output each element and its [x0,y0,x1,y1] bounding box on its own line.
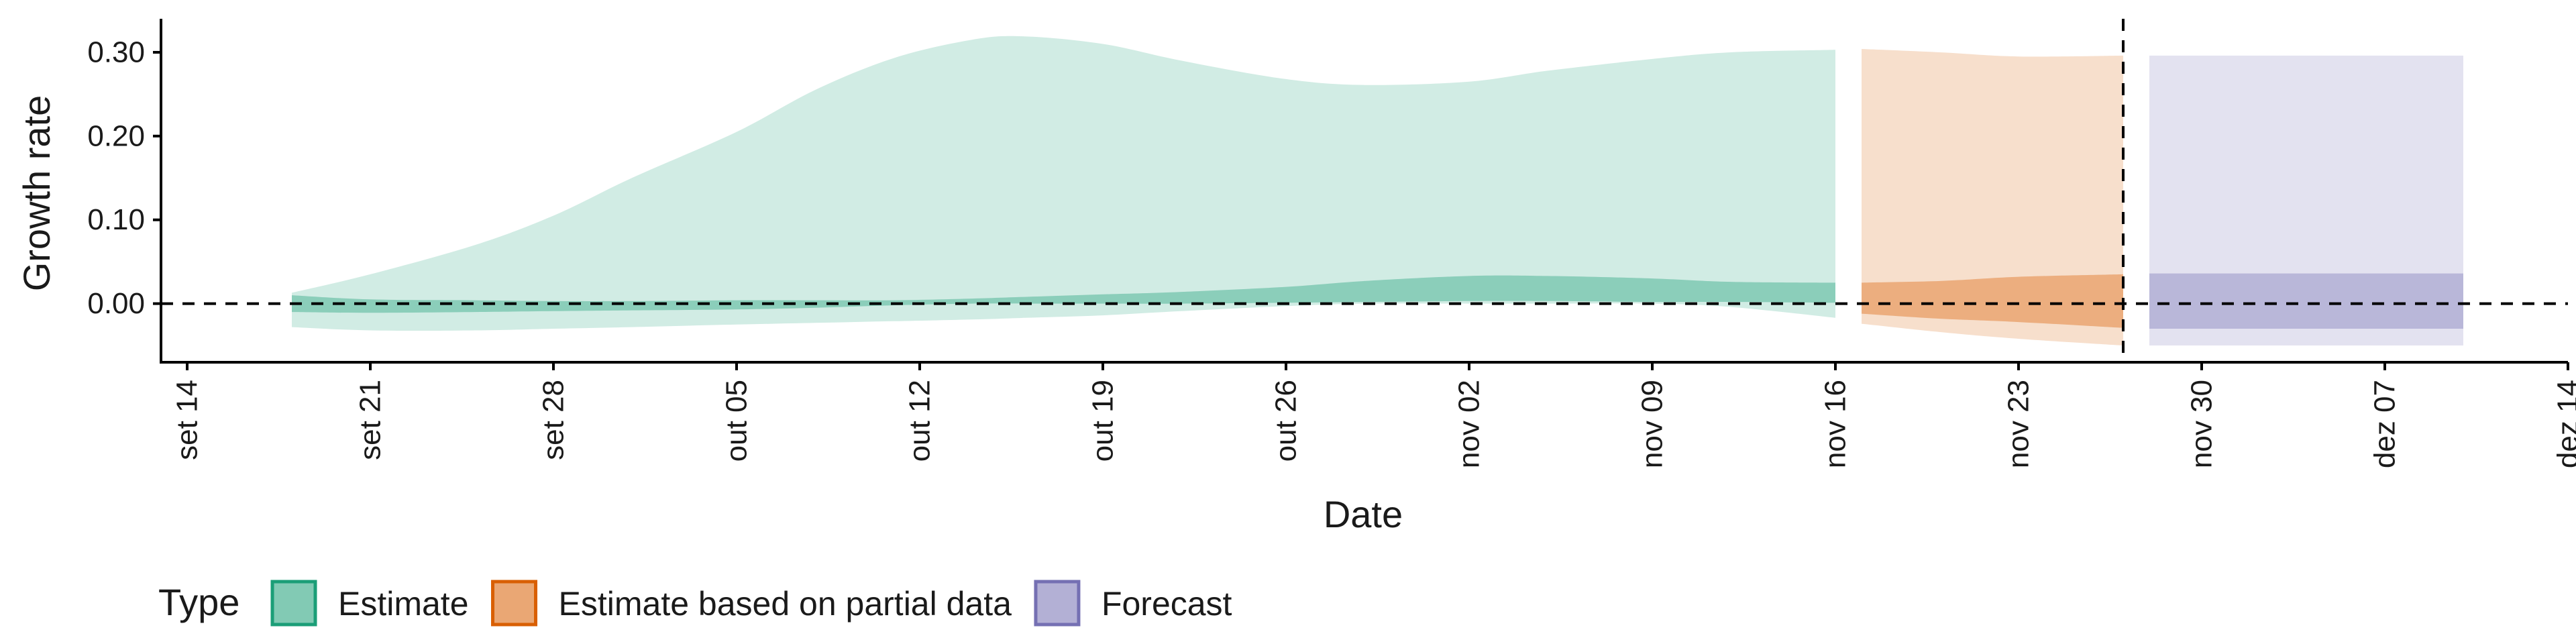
x-tick-label: out 19 [1087,380,1120,462]
legend-title: Type [158,581,239,623]
reference-lines [161,19,2568,362]
legend-items: Estimate Estimate based on partial data Fo… [270,580,1232,627]
x-tick-label: dez 14 [2552,380,2576,468]
y-tick-label: 0.30 [87,36,145,68]
x-tick-label: set 21 [354,380,387,460]
x-tick-label: nov 30 [2186,380,2218,468]
band-inner-forecast [2149,273,2463,329]
y-axis-title: Growth rate [15,95,58,292]
legend-label-forecast: Forecast [1102,585,1232,623]
legend-item-estimate: Estimate [270,580,469,627]
band-inner-estimate-based-on-partial-data [1862,274,2123,328]
x-tick-label: set 14 [171,380,204,460]
x-tick-label: dez 07 [2369,380,2402,468]
x-tick-label: nov 16 [1819,380,1852,468]
x-tick-label: out 26 [1270,380,1303,462]
legend-key-estimate-based-on-partial-data [491,580,538,627]
y-tick-label: 0.00 [87,287,145,320]
legend-key-forecast [1034,580,1081,627]
band-outer-estimate-based-on-partial-data [1862,49,2123,345]
legend-label-estimate: Estimate [338,585,469,623]
band-outer-estimate [292,36,1835,331]
x-axis-title: Date [1324,493,1403,535]
series-bands [292,36,2463,346]
x-tick-label: nov 02 [1453,380,1486,468]
y-ticks: 0.00 0.10 0.20 0.30 [87,36,161,320]
axes [160,19,2568,364]
x-tick-label: nov 23 [2002,380,2035,468]
x-tick-label: set 28 [537,380,570,460]
x-ticks: set 14 set 21 set 28 out 05 out 12 out 19 out … [171,362,2576,468]
x-tick-label: out 05 [720,380,753,462]
legend-key-estimate [270,580,317,627]
legend-item-forecast: Forecast [1034,580,1232,627]
y-tick-label: 0.20 [87,119,145,152]
legend: Type Estimate Estimate based on partial d… [158,580,1232,627]
legend-item-estimate-based-on-partial-data: Estimate based on partial data [491,580,1012,627]
band-outer-forecast [2149,55,2463,346]
x-tick-label: nov 09 [1636,380,1669,468]
y-tick-label: 0.10 [87,203,145,236]
x-tick-label: out 12 [904,380,936,462]
legend-label-estimate-based-on-partial-data: Estimate based on partial data [559,585,1012,623]
